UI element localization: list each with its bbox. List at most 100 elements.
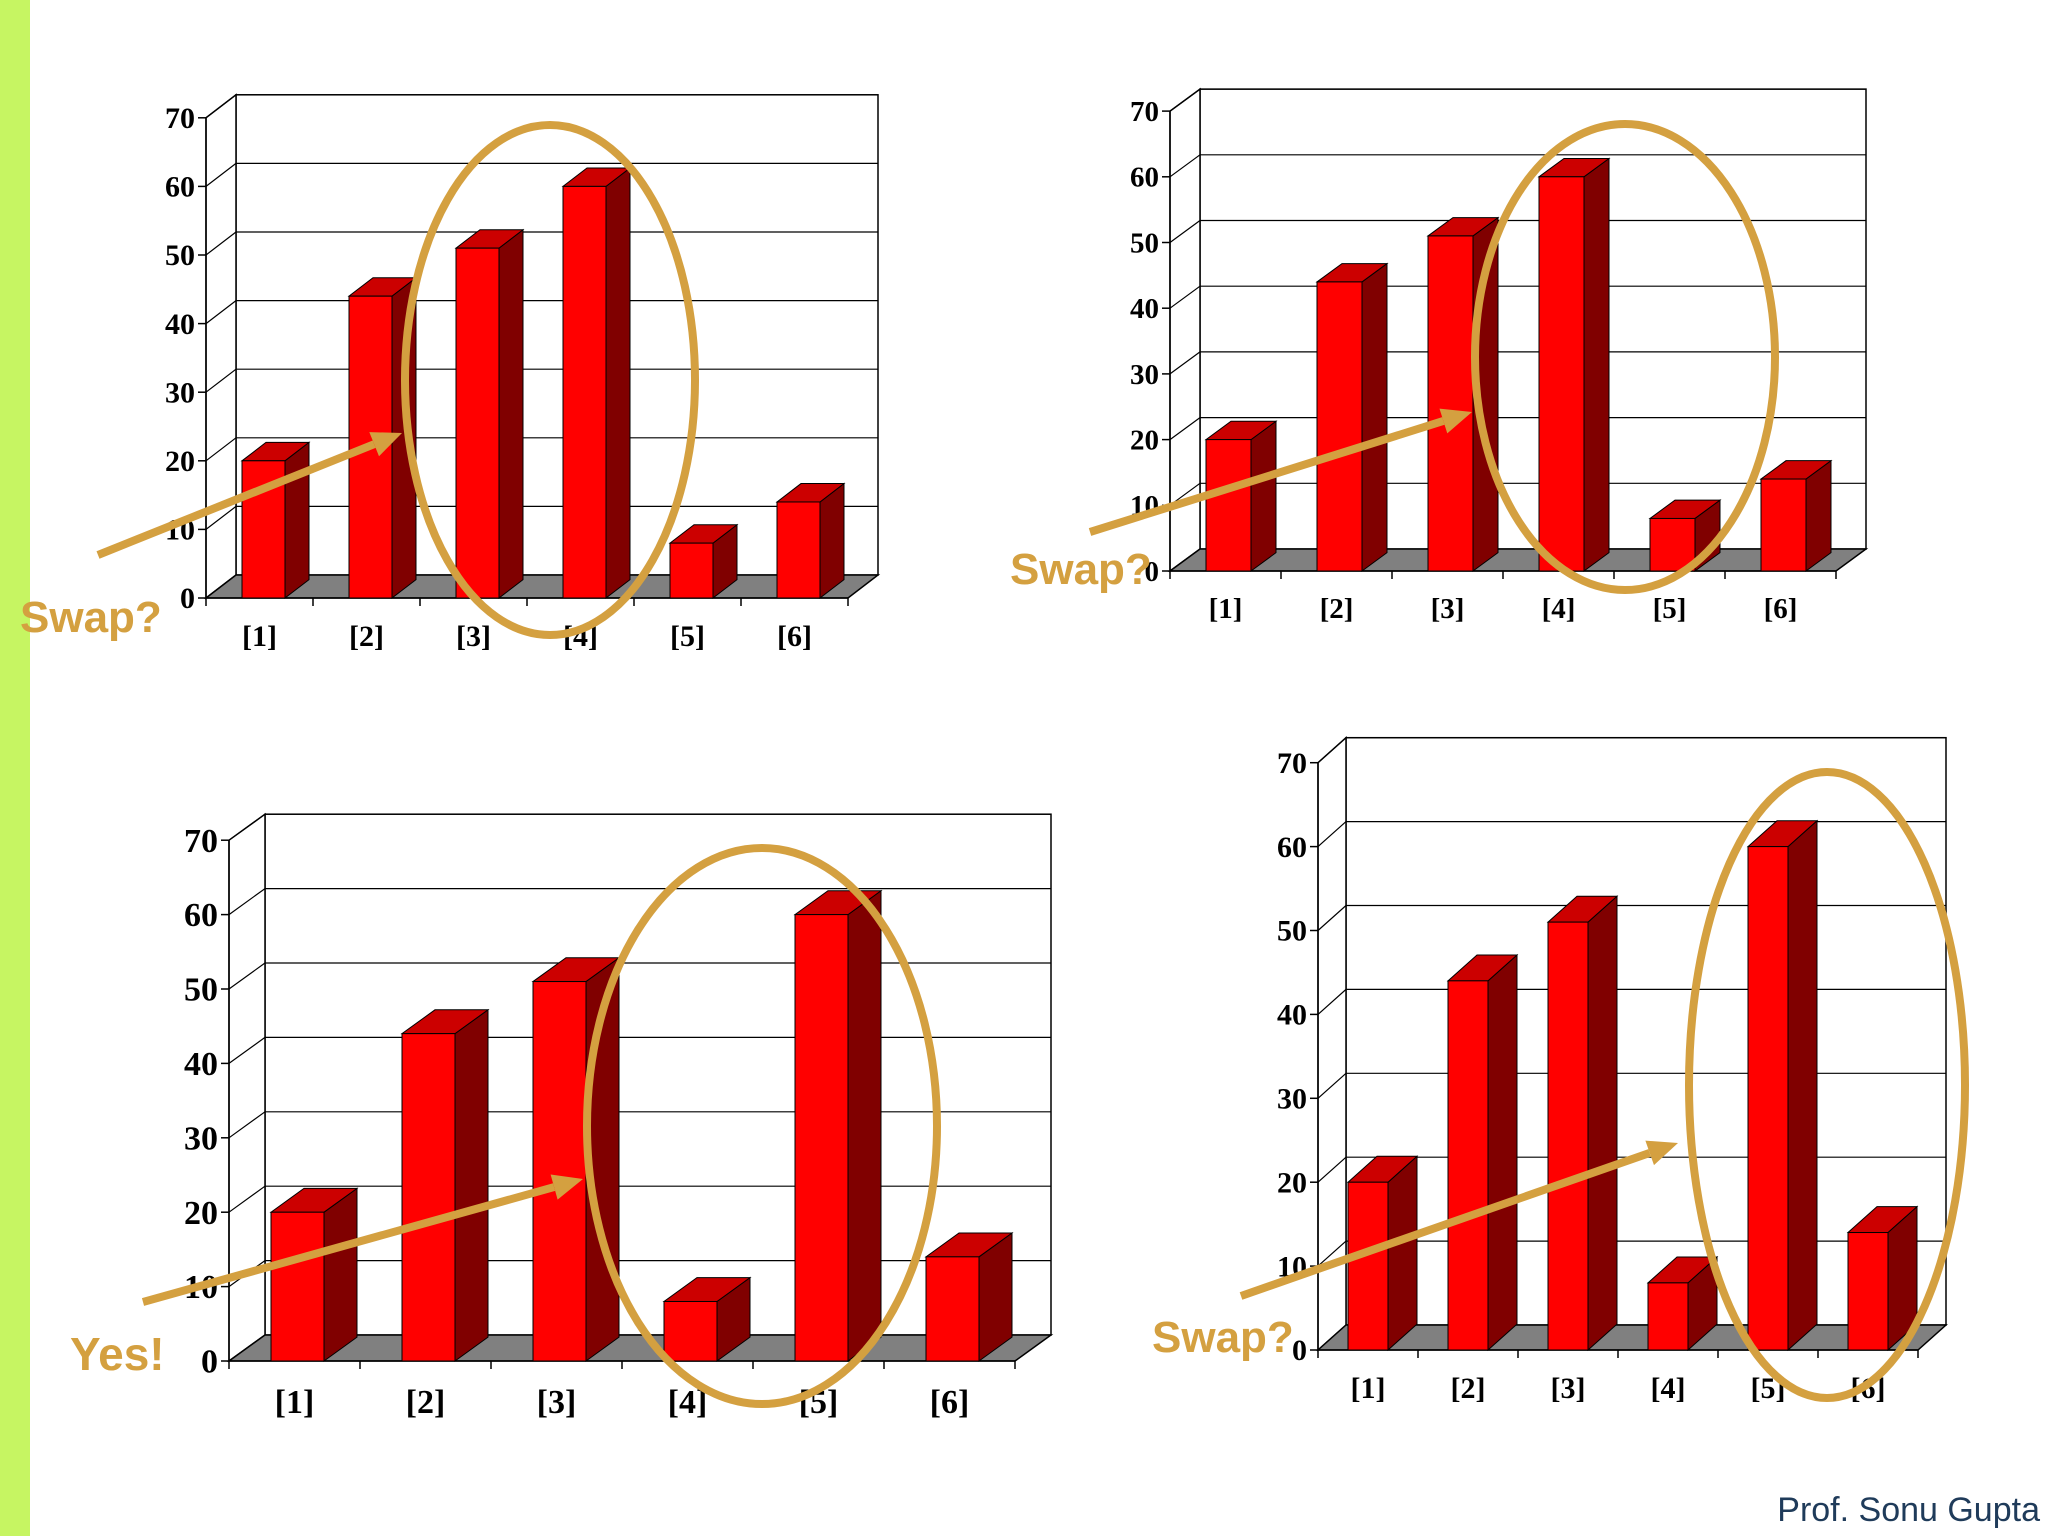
back-wall — [235, 94, 879, 576]
bar-side — [1583, 157, 1610, 572]
bar-front — [1647, 1282, 1689, 1351]
annotation-label: Swap? — [1010, 545, 1152, 594]
bar-side — [498, 228, 524, 600]
bar-front — [669, 542, 714, 599]
category-label: [1] — [1209, 593, 1243, 625]
gridline — [1317, 737, 1946, 764]
gridline — [1317, 1156, 1946, 1183]
gridline — [228, 1036, 1051, 1064]
bar-front — [1747, 846, 1789, 1351]
annotation-arrow — [1239, 1149, 1652, 1300]
y-tick-label: 60 — [184, 897, 218, 934]
gridline — [1169, 154, 1866, 178]
category-label: [3] — [537, 1384, 577, 1421]
gridline — [205, 300, 878, 325]
bar-side — [819, 482, 845, 600]
bar-6 — [1759, 459, 1833, 572]
gridline — [228, 962, 1051, 990]
bar-side — [1787, 819, 1818, 1352]
annotation-label: Yes! — [70, 1328, 165, 1380]
y-tick-label: 50 — [1277, 915, 1307, 948]
bar-side — [1250, 420, 1277, 572]
bar-5 — [1648, 499, 1722, 572]
annotation-label: Swap? — [1152, 1313, 1294, 1362]
bar-side — [323, 1187, 358, 1362]
annotation-arrowhead — [369, 432, 402, 457]
category-label: [5] — [670, 620, 705, 653]
y-tick-label: 0 — [201, 1344, 218, 1381]
category-label: [5] — [1653, 593, 1687, 625]
bar-side — [1487, 953, 1518, 1352]
gridline — [205, 162, 878, 187]
highlight-ellipse — [1685, 768, 1969, 1402]
y-tick-label: 60 — [1130, 162, 1159, 194]
annotation-label: Swap? — [20, 593, 162, 642]
gridline — [1169, 482, 1866, 506]
y-tick-label: 70 — [184, 823, 218, 860]
bar-6 — [924, 1232, 1014, 1362]
bar-front — [663, 1300, 718, 1362]
bar-side — [454, 1008, 489, 1362]
gridline — [205, 368, 878, 393]
bar-side — [1387, 1155, 1418, 1352]
y-tick-label: 60 — [165, 171, 195, 204]
bar-side — [847, 889, 882, 1362]
category-label: [3] — [456, 620, 491, 653]
annotation-arrowhead — [550, 1174, 583, 1200]
bar-side — [1805, 459, 1832, 572]
bar-front — [270, 1211, 325, 1362]
bar-1 — [240, 441, 311, 600]
bar-front — [1447, 980, 1489, 1351]
y-tick-label: 0 — [1145, 556, 1160, 588]
y-tick-label: 20 — [184, 1195, 218, 1232]
y-tick-label: 0 — [180, 582, 195, 615]
y-tick-label: 20 — [1277, 1166, 1307, 1199]
y-tick-label: 70 — [165, 102, 195, 135]
category-label: [2] — [406, 1384, 446, 1421]
bar-2 — [1446, 953, 1519, 1352]
annotation-arrowhead — [1439, 408, 1472, 434]
bar-6 — [775, 482, 846, 600]
gridline — [1169, 285, 1866, 309]
annotation-arrowhead — [1645, 1140, 1678, 1166]
bar-side — [1361, 262, 1388, 572]
category-label: [1] — [242, 620, 277, 653]
gridline — [205, 437, 878, 462]
bar-front — [1316, 281, 1363, 572]
bar-1 — [1346, 1155, 1419, 1352]
y-tick-label: 50 — [1130, 227, 1159, 259]
gridline — [1317, 820, 1946, 848]
bar-side — [284, 441, 310, 600]
category-label: [4] — [1651, 1372, 1686, 1405]
annotation-arrow — [1088, 417, 1445, 536]
bar-6 — [1846, 1205, 1919, 1352]
category-label: [2] — [1451, 1372, 1486, 1405]
gridline — [1317, 904, 1946, 931]
category-label: [3] — [1551, 1372, 1586, 1405]
gridline — [228, 1185, 1051, 1213]
bar-side — [605, 166, 631, 600]
y-tick-label: 40 — [1130, 293, 1159, 325]
annotation-arrow — [96, 440, 376, 559]
bar-4 — [561, 166, 632, 600]
category-label: [1] — [1351, 1372, 1386, 1405]
gridline — [228, 1111, 1051, 1139]
y-tick-label: 60 — [1277, 831, 1307, 864]
bar-side — [1587, 895, 1618, 1352]
gridline — [228, 813, 1051, 841]
y-tick-label: 40 — [184, 1046, 218, 1083]
bar-5 — [1746, 819, 1819, 1352]
bar-3 — [531, 956, 621, 1362]
left-accent-bar — [0, 0, 30, 1536]
highlight-ellipse — [401, 121, 699, 639]
bar-front — [794, 914, 849, 1362]
bar-front — [1205, 439, 1252, 572]
highlight-ellipse — [583, 844, 941, 1408]
y-tick-label: 20 — [165, 445, 195, 478]
bar-front — [1347, 1181, 1389, 1351]
bar-front — [1847, 1232, 1889, 1351]
bar-1 — [1204, 420, 1278, 572]
